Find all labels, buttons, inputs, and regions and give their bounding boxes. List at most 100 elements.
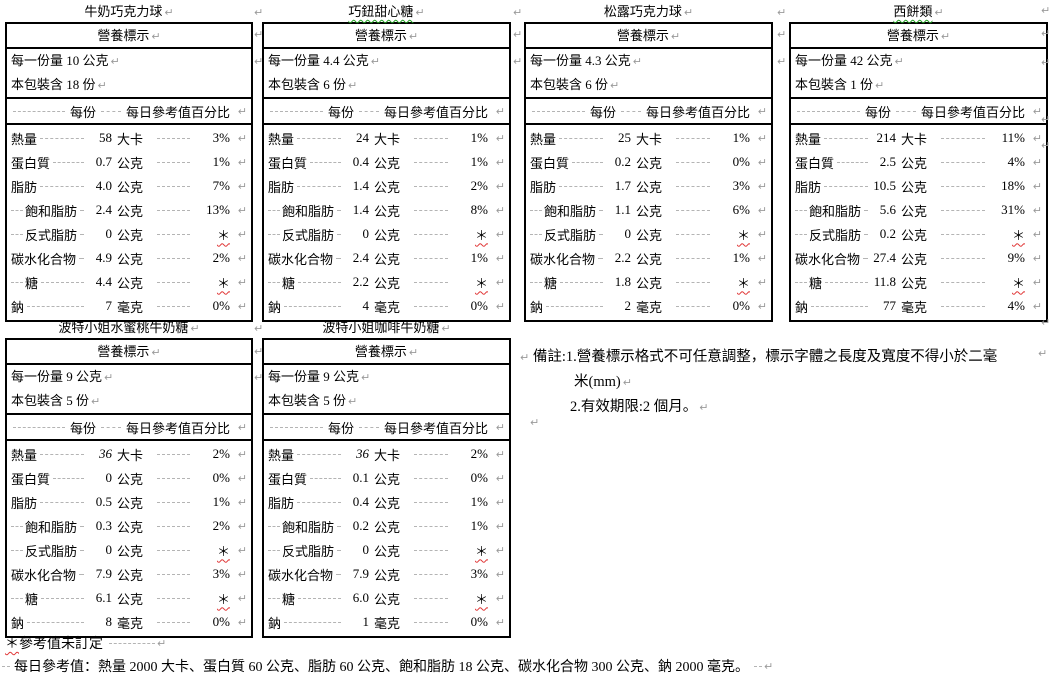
nutrient-unit: 公克 xyxy=(636,227,663,243)
nutrient-name: 蛋白質 xyxy=(11,471,51,487)
nutrient-name: 糖 xyxy=(25,591,39,607)
product-title-text: 松露巧克力球 xyxy=(603,4,682,19)
dotted-leader xyxy=(414,597,448,599)
daily-value-percent: ＊ xyxy=(216,591,230,607)
nutrient-row: 脂肪 0.5 公克 1% ↵ xyxy=(11,490,247,514)
indent-leader xyxy=(795,209,807,211)
daily-value-percent: 3% xyxy=(212,130,230,145)
nutrient-value: 7.9 xyxy=(352,566,369,581)
nutrient-name: 反式脂肪 xyxy=(544,227,597,243)
line-break-mark: ↵ xyxy=(495,227,505,241)
dotted-leader xyxy=(297,453,341,455)
nutrient-name-cell: 鈉 xyxy=(268,297,341,316)
daily-value-percent: 1% xyxy=(470,518,488,533)
dotted-leader xyxy=(79,257,84,259)
nutrient-name-cell: 飽和脂肪 xyxy=(268,201,341,220)
dotted-leader xyxy=(941,257,985,259)
daily-value-percent: 7% xyxy=(212,178,230,193)
nutrient-value: 2.2 xyxy=(614,250,631,265)
servings-per-pack-text: 本包裝含 1 份 xyxy=(795,77,874,92)
line-break-mark: ↵ xyxy=(495,591,505,605)
indent-leader xyxy=(11,209,23,211)
daily-value-percent: ＊ xyxy=(1011,275,1025,291)
line-break-mark: ↵ xyxy=(495,131,505,145)
nutrient-unit: 公克 xyxy=(117,567,144,583)
nutrient-row: 碳水化合物 7.9 公克 3% ↵ xyxy=(11,562,247,586)
nutrient-row: 糖 1.8 公克 ＊ ↵ xyxy=(530,270,767,294)
nutrient-name: 碳水化合物 xyxy=(268,251,334,267)
nutrient-name: 糖 xyxy=(544,275,558,291)
serving-size-line: 每一份量 9 公克 ↵ xyxy=(11,365,247,389)
nutrient-row: 糖 6.1 公克 ＊ ↵ xyxy=(11,586,247,610)
nutrient-name-cell: 飽和脂肪 xyxy=(268,517,341,536)
daily-value-percent: 3% xyxy=(732,178,750,193)
nutrient-value: 6.0 xyxy=(352,590,369,605)
line-break-mark: ↵ xyxy=(495,615,505,629)
line-break-mark: ↵ xyxy=(237,519,247,533)
indent-leader xyxy=(268,209,280,211)
nutrient-name-cell: 蛋白質 xyxy=(268,469,341,488)
nutrient-name: 飽和脂肪 xyxy=(25,203,78,219)
nutrient-name: 熱量 xyxy=(268,447,295,463)
formatting-mark: ↵ xyxy=(254,28,264,41)
table-header-row: 營養標示 ↵ xyxy=(526,24,771,49)
serving-size-text: 每一份量 42 公克 xyxy=(795,53,893,68)
daily-value-percent: ＊ xyxy=(474,227,488,243)
dotted-leader xyxy=(414,573,448,575)
nutrient-rows: 熱量 24 大卡 1% ↵ 蛋白質 0.4 公克 1% ↵ 脂肪 1.4 公克 … xyxy=(264,125,509,320)
daily-value-percent: ＊ xyxy=(474,543,488,559)
nutrition-table: 營養標示 ↵ 每一份量 9 公克 ↵ 本包裝含 5 份 ↵ 每份 每日參考值百分比 ↵ 熱… xyxy=(262,338,511,638)
nutrient-value: 5.6 xyxy=(879,202,896,217)
nutrient-row: 蛋白質 0.1 公克 0% ↵ xyxy=(268,466,505,490)
footnote-star-text: 參考值未訂定 xyxy=(19,637,103,652)
indent-leader xyxy=(795,281,807,283)
product-title-text: 牛奶巧克力球 xyxy=(84,4,163,19)
nutrient-name-cell: 脂肪 xyxy=(530,177,603,196)
daily-value-percent: 3% xyxy=(212,566,230,581)
dotted-leader xyxy=(284,305,341,307)
formatting-mark: ↵ xyxy=(1041,113,1051,126)
line-break-mark: ↵ xyxy=(757,131,767,145)
nutrient-row: 糖 6.0 公克 ＊ ↵ xyxy=(268,586,505,610)
footnote-star-undefined: ＊參考值未訂定 ↵ xyxy=(5,633,205,653)
nutrient-value: 1.7 xyxy=(614,178,631,193)
nutrient-row: 脂肪 10.5 公克 18% ↵ xyxy=(795,174,1042,198)
daily-value-percent: ＊ xyxy=(474,591,488,607)
nutrition-label: 牛奶巧克力球 ↵ 營養標示 ↵ 每一份量 10 公克 ↵ 本包裝含 18 份 ↵ 每份每… xyxy=(5,3,253,322)
formatting-mark: ↵ xyxy=(777,55,787,68)
nutrition-label: 波特小姐水蜜桃牛奶糖 ↵ 營養標示 ↵ 每一份量 9 公克 ↵ 本包裝含 5 份 ↵ 每… xyxy=(5,319,253,638)
nutrient-name-cell: 糖 xyxy=(530,273,603,292)
nutrient-name: 糖 xyxy=(25,275,39,291)
nutrient-unit: 公克 xyxy=(901,227,928,243)
nutrient-row: 糖 4.4 公克 ＊ ↵ xyxy=(11,270,247,294)
nutrient-value: 4.4 xyxy=(95,274,112,289)
footnote-daily-values-text: 每日參考值：熱量 2000 大卡、蛋白質 60 公克、脂肪 60 公克、飽和脂肪… xyxy=(14,660,749,675)
dotted-leader xyxy=(864,209,868,211)
line-break-mark: ↵ xyxy=(610,79,620,92)
nutrient-row: 熱量 36 大卡 2% ↵ xyxy=(268,442,505,466)
line-break-mark: ↵ xyxy=(237,299,247,313)
dotted-leader xyxy=(27,305,84,307)
nutrient-value: 8 xyxy=(105,614,113,629)
nutrient-value: 58 xyxy=(99,130,112,145)
nutrient-unit: 公克 xyxy=(117,275,144,291)
nutrient-value: 2.5 xyxy=(879,154,896,169)
nutrient-row: 反式脂肪 0.2 公克 ＊ ↵ xyxy=(795,222,1042,246)
per-serving-column-label: 每份 xyxy=(69,104,96,120)
line-break-mark: ↵ xyxy=(237,591,247,605)
dotted-leader xyxy=(572,161,603,163)
nutrient-row: 蛋白質 0 公克 0% ↵ xyxy=(11,466,247,490)
nutrient-row: 脂肪 1.4 公克 2% ↵ xyxy=(268,174,505,198)
daily-value-percent: 9% xyxy=(1007,250,1025,265)
nutrient-row: 碳水化合物 4.9 公克 2% ↵ xyxy=(11,246,247,270)
nutrient-rows: 熱量 36 大卡 2% ↵ 蛋白質 0.1 公克 0% ↵ 脂肪 0.4 公克 … xyxy=(264,441,509,636)
formatting-mark: ↵ xyxy=(254,322,264,335)
line-break-mark: ↵ xyxy=(1032,131,1042,145)
nutrient-name: 碳水化合物 xyxy=(11,251,77,267)
line-break-mark: ↵ xyxy=(670,30,681,43)
daily-value-percent: 4% xyxy=(1007,154,1025,169)
daily-value-percent: 13% xyxy=(206,202,230,217)
formatting-mark: ↵ xyxy=(1041,316,1051,329)
nutrient-unit: 公克 xyxy=(636,251,663,267)
nutrient-unit: 毫克 xyxy=(636,299,663,315)
